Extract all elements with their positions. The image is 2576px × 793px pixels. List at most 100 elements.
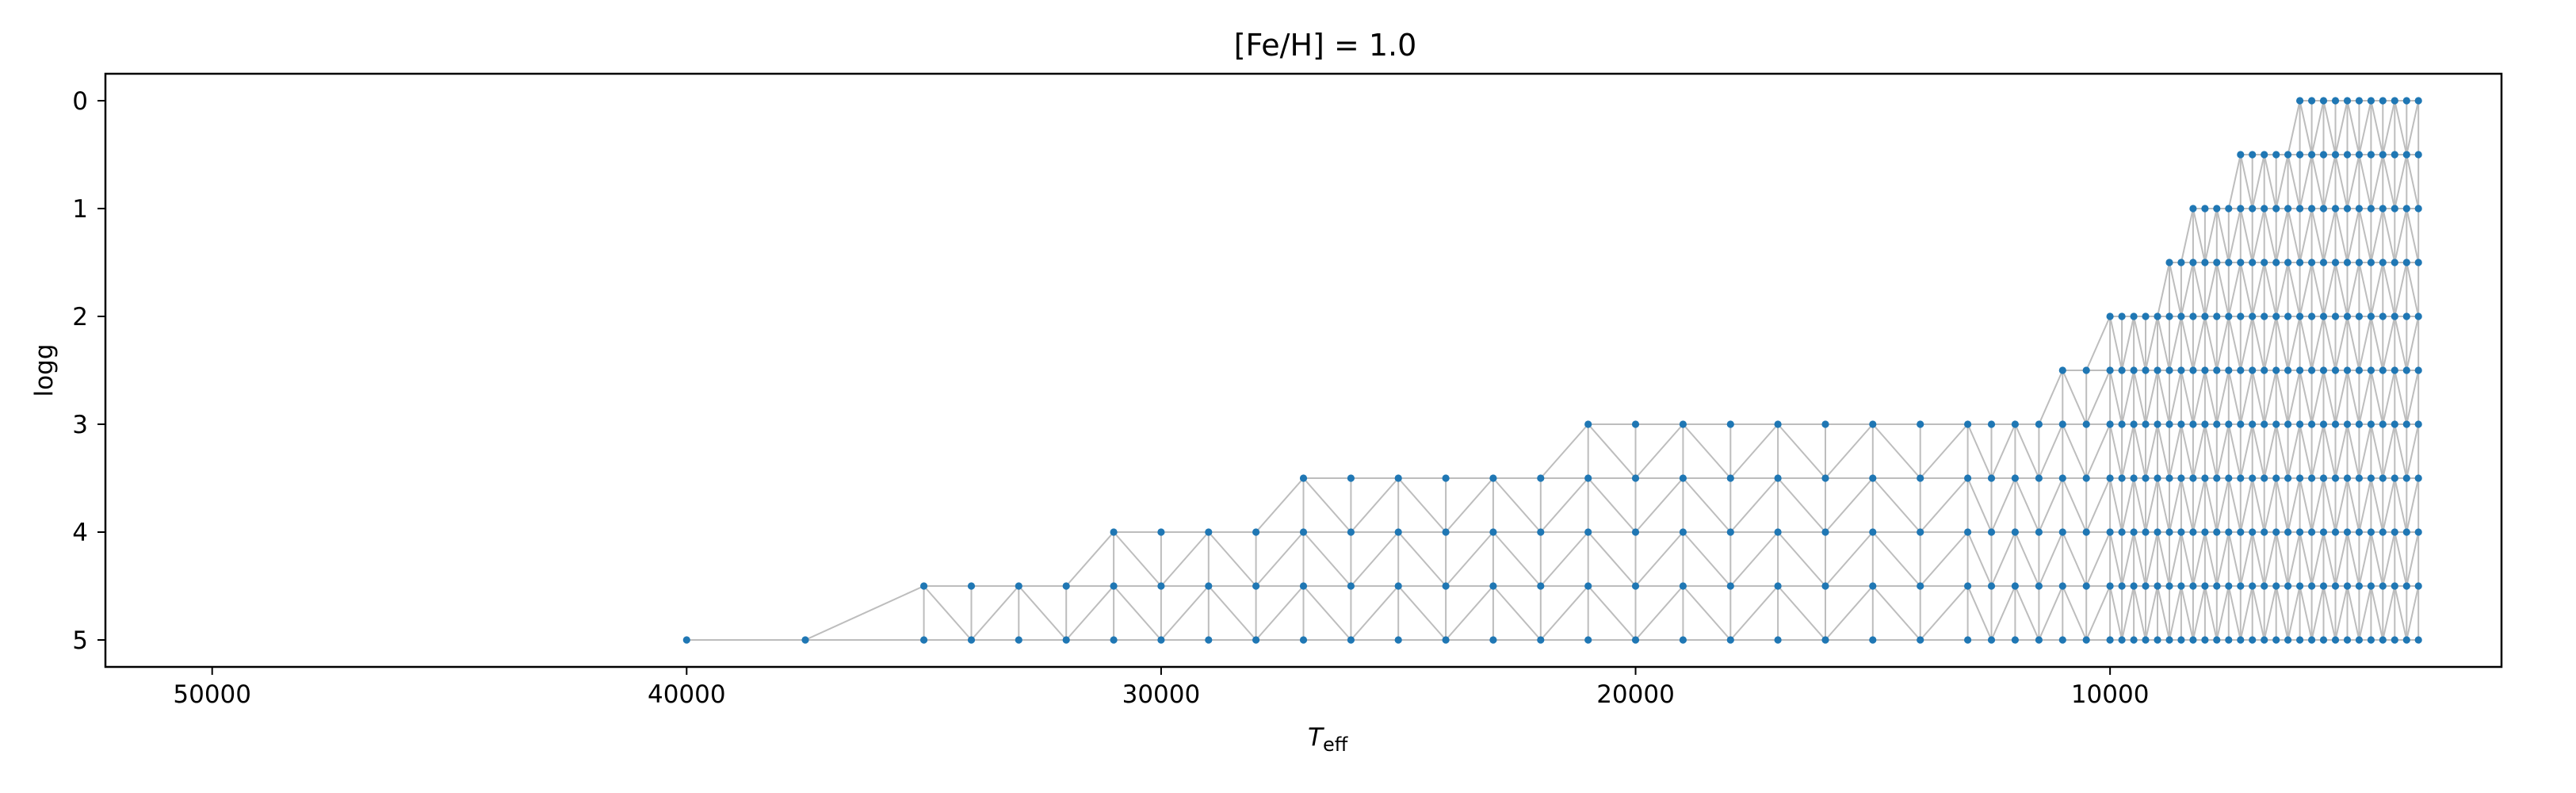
data-point <box>2082 366 2090 374</box>
data-point <box>1964 636 1972 644</box>
edge-diagonal <box>2227 262 2242 317</box>
edge-diagonal <box>1018 585 1067 641</box>
edge-diagonal <box>1825 423 1874 479</box>
edge-diagonal <box>2287 585 2301 641</box>
edge-diagonal <box>2145 531 2158 587</box>
data-point <box>2379 474 2387 482</box>
data-point <box>2213 474 2221 482</box>
edge-diagonal <box>2322 100 2337 155</box>
edge-diagonal <box>1492 585 1542 641</box>
edge-diagonal <box>2085 477 2112 533</box>
data-point <box>1489 582 1497 590</box>
edge-diagonal <box>1634 423 1684 479</box>
data-point <box>1821 420 1829 428</box>
data-point <box>2355 205 2363 213</box>
data-point <box>1726 582 1734 590</box>
data-point <box>2343 312 2352 320</box>
data-point <box>1726 420 1734 428</box>
data-point <box>2249 259 2257 266</box>
y-tick-label: 4 <box>72 519 88 547</box>
edge-diagonal <box>1990 585 2016 641</box>
data-point <box>2225 474 2233 482</box>
edge-diagonal <box>1540 531 1589 587</box>
edge-diagonal <box>2251 262 2265 317</box>
data-point <box>2249 312 2257 320</box>
edge-diagonal <box>2215 316 2230 371</box>
data-point <box>2142 528 2150 536</box>
data-point <box>1394 582 1402 590</box>
data-point <box>2319 528 2328 536</box>
data-point <box>1869 528 1877 536</box>
data-point <box>2237 420 2245 428</box>
data-point <box>1442 474 1450 482</box>
edge-diagonal <box>1777 477 1826 533</box>
data-point <box>2154 312 2161 320</box>
edge-diagonal <box>1445 531 1494 587</box>
data-point <box>1869 474 1877 482</box>
edge-diagonal <box>1397 531 1447 587</box>
data-point <box>2237 582 2245 590</box>
data-point <box>2237 205 2245 213</box>
edge-diagonal <box>2382 370 2396 425</box>
edge-diagonal <box>2382 262 2396 317</box>
data-point <box>2355 420 2363 428</box>
edge-diagonal <box>2203 477 2218 533</box>
data-point <box>2367 474 2375 482</box>
edge-diagonal <box>2227 154 2242 209</box>
edge-diagonal <box>1682 531 1732 587</box>
edge-diagonal <box>1729 585 1779 641</box>
data-point <box>1869 636 1877 644</box>
data-point <box>2261 259 2268 266</box>
data-point <box>2414 420 2422 428</box>
edge-diagonal <box>2322 531 2337 587</box>
edge-diagonal <box>2180 316 2194 371</box>
edge-diagonal <box>2322 154 2337 209</box>
edge-diagonal <box>2145 370 2158 425</box>
edge-diagonal <box>2346 477 2360 533</box>
edge-diagonal <box>1587 423 1637 479</box>
plot-frame <box>104 72 2503 668</box>
data-point <box>2225 366 2233 374</box>
data-point <box>2035 636 2043 644</box>
data-point <box>2261 420 2268 428</box>
edge-diagonal <box>2062 423 2088 479</box>
edge-diagonal <box>1682 477 1732 533</box>
data-point <box>2367 420 2375 428</box>
y-axis-label: logg <box>30 344 59 397</box>
edge-diagonal <box>2382 208 2396 263</box>
data-point <box>2414 366 2422 374</box>
data-point <box>1964 528 1972 536</box>
data-point <box>2391 636 2398 644</box>
edge-diagonal <box>2192 477 2206 533</box>
data-point <box>2331 151 2340 159</box>
edge-diagonal <box>1302 477 1352 533</box>
edge-diagonal <box>1919 423 1969 479</box>
data-point <box>1679 528 1687 536</box>
edge-diagonal <box>2346 370 2360 425</box>
edge-diagonal <box>2239 316 2253 371</box>
edge-diagonal <box>1587 477 1637 533</box>
data-point <box>2367 636 2375 644</box>
edge-diagonal <box>1777 585 1826 641</box>
edge-diagonal <box>2133 370 2146 425</box>
data-point <box>2391 528 2398 536</box>
data-point <box>2082 474 2090 482</box>
edge-diagonal <box>2180 585 2194 641</box>
y-axis-ticks: 0 1 2 3 4 5 <box>72 87 105 655</box>
edge-diagonal <box>2157 423 2170 479</box>
data-point <box>2308 151 2316 159</box>
edge-diagonal <box>1919 531 1969 587</box>
edge-diagonal <box>2310 100 2325 155</box>
data-point <box>2331 259 2340 266</box>
edge-diagonal <box>1729 477 1779 533</box>
edge-diagonal <box>2370 316 2384 371</box>
data-point <box>2367 582 2375 590</box>
data-point <box>2343 97 2352 105</box>
edge-diagonal <box>1919 477 1969 533</box>
data-point <box>2189 636 2197 644</box>
edge-diagonal <box>1113 585 1162 641</box>
data-point <box>2379 528 2387 536</box>
data-point <box>2284 528 2292 536</box>
edge-diagonal <box>2310 585 2325 641</box>
data-point <box>1631 636 1640 644</box>
